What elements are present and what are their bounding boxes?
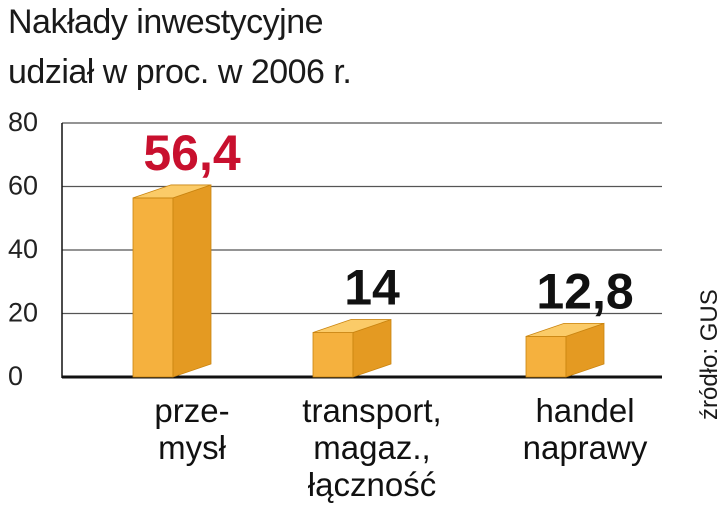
chart-title: Nakłady inwestycyjne — [8, 3, 324, 41]
source-note: źródło: GUS — [696, 289, 720, 420]
category-label: prze-mysł — [154, 392, 229, 466]
bar — [312, 318, 392, 378]
category-label: handel naprawy — [523, 392, 648, 466]
y-tick-label: 60 — [8, 171, 38, 201]
bar-top-face — [312, 319, 392, 333]
bar — [525, 322, 605, 378]
category-label: transport, magaz., łączność — [302, 392, 441, 503]
value-label: 12,8 — [536, 263, 633, 319]
bars — [132, 184, 605, 378]
bar-front-face — [312, 332, 354, 378]
bar — [132, 184, 212, 378]
y-tick-label: 40 — [8, 234, 38, 264]
chart-subtitle: udział w proc. w 2006 r. — [8, 53, 352, 91]
value-label: 14 — [344, 260, 400, 316]
y-axis-ticks: 0 20 40 60 80 — [8, 107, 38, 391]
bar-side-face — [172, 184, 212, 378]
y-tick-label: 0 — [8, 361, 23, 391]
bar-front-face — [132, 197, 174, 378]
bar-top-face — [525, 322, 605, 337]
y-tick-label: 80 — [8, 107, 38, 137]
category-labels: prze-mysł transport, magaz., łączność handel… — [154, 392, 647, 503]
value-labels: 56,4 14 12,8 — [143, 125, 633, 319]
bar-top-face — [132, 184, 212, 199]
y-tick-label: 20 — [8, 298, 38, 328]
bar-front-face — [525, 335, 567, 378]
value-label: 56,4 — [143, 125, 241, 181]
